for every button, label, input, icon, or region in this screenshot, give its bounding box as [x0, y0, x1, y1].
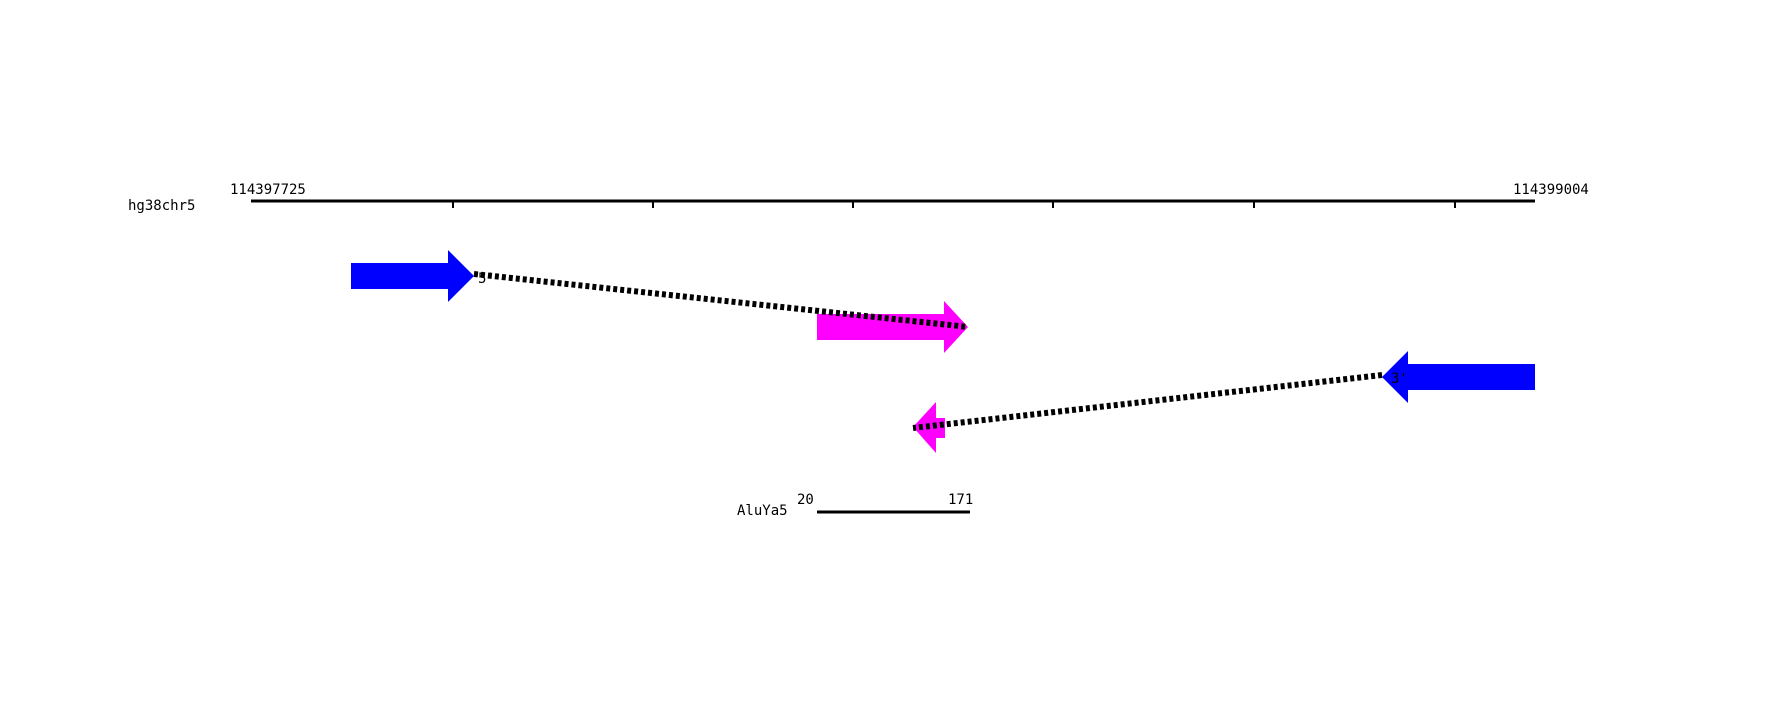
- genome-end-label: 114399004: [1513, 182, 1589, 198]
- genomic-arrow-forward: [351, 250, 474, 302]
- repeat-name-label: AluYa5: [737, 503, 788, 519]
- genome-axis: hg38chr5 114397725 114399004: [128, 182, 1589, 214]
- repeat-end-label: 171: [948, 492, 973, 508]
- repeat-axis: AluYa5 20 171: [737, 492, 973, 519]
- feature-5prime: 5': [351, 250, 969, 353]
- chrom-label: hg38chr5: [128, 198, 195, 214]
- genomic-arrow-reverse: [1382, 351, 1535, 403]
- feature-label-5prime: 5': [478, 271, 495, 287]
- genome-start-label: 114397725: [230, 182, 306, 198]
- alignment-connector-3prime: [912, 372, 1383, 431]
- feature-label-3prime: 3': [1391, 371, 1408, 387]
- alignment-connector-5prime: [473, 271, 969, 330]
- repeat-arrow-forward: [817, 301, 968, 353]
- repeat-start-label: 20: [797, 492, 814, 508]
- feature-3prime: 3': [912, 351, 1535, 453]
